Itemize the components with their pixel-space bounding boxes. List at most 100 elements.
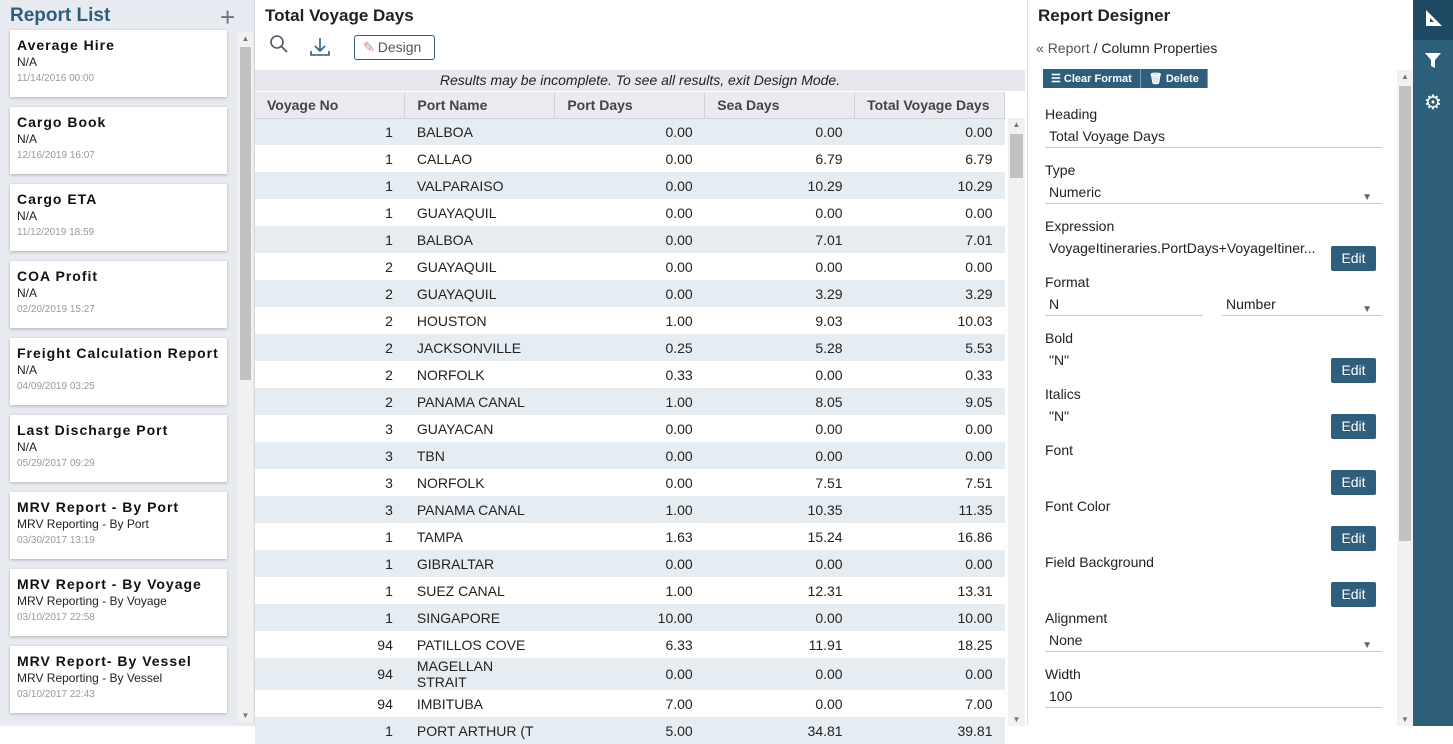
- table-row[interactable]: 2 PANAMA CANAL 1.00 8.05 9.05: [255, 388, 1005, 415]
- report-name: Last Discharge Port: [17, 422, 169, 438]
- column-header[interactable]: Sea Days: [704, 92, 856, 119]
- report-category: N/A: [17, 363, 38, 377]
- table-cell: 0.00: [965, 258, 993, 275]
- table-row[interactable]: 1 GIBRALTAR 0.00 0.00 0.00: [255, 550, 1005, 577]
- table-cell: 1: [255, 172, 405, 199]
- table-cell: 16.86: [957, 528, 993, 545]
- report-date: 12/16/2019 16:07: [17, 150, 95, 161]
- table-row[interactable]: 1 CALLAO 0.00 6.79 6.79: [255, 145, 1005, 172]
- report-list-scrollbar[interactable]: ▲ ▼: [238, 32, 253, 722]
- search-icon[interactable]: [269, 34, 289, 59]
- report-card[interactable]: Cargo ETA N/A 11/12/2019 18:59: [10, 184, 227, 251]
- delete-button[interactable]: 🗑 Delete: [1140, 69, 1208, 88]
- report-card[interactable]: Freight Calculation Report N/A 04/09/2019 …: [10, 338, 227, 405]
- table-cell: 11.91: [808, 636, 843, 653]
- column-header[interactable]: Port Name: [404, 92, 556, 119]
- table-cell: 9.03: [815, 312, 843, 329]
- report-card[interactable]: COA Profit N/A 02/20/2019 15:27: [10, 261, 227, 328]
- table-row[interactable]: 1 GUAYAQUIL 0.00 0.00 0.00: [255, 199, 1005, 226]
- table-cell: 6.33: [665, 636, 693, 653]
- bold-edit-button[interactable]: Edit: [1331, 358, 1376, 383]
- table-cell: 1: [385, 528, 393, 545]
- column-header[interactable]: Voyage No: [255, 92, 406, 119]
- add-report-icon[interactable]: +: [220, 2, 236, 32]
- report-card[interactable]: Cargo Book N/A 12/16/2019 16:07: [10, 107, 227, 174]
- table-scrollbar[interactable]: ▲ ▼: [1008, 118, 1025, 726]
- design-button[interactable]: ✎ Design: [354, 35, 435, 60]
- pencil-icon: ✎: [363, 39, 375, 55]
- table-cell: SUEZ CANAL: [416, 582, 505, 599]
- table-cell: TBN: [404, 442, 555, 469]
- font-color-edit-button[interactable]: Edit: [1331, 526, 1376, 551]
- expression-edit-button[interactable]: Edit: [1331, 246, 1376, 271]
- results-table: Voyage No Port Name Port Days Sea Days Total…: [255, 92, 1005, 744]
- report-card[interactable]: Last Discharge Port N/A 05/29/2017 09:29: [10, 415, 227, 482]
- table-row[interactable]: 1 BALBOA 0.00 7.01 7.01: [255, 226, 1005, 253]
- table-cell: 10.29: [704, 172, 855, 199]
- font-edit-button[interactable]: Edit: [1331, 470, 1376, 495]
- format-kind-select[interactable]: Number: [1222, 296, 1382, 316]
- table-cell: 39.81: [854, 717, 1005, 744]
- expression-value: VoyageItineraries.PortDays+VoyageItiner.…: [1049, 240, 1316, 256]
- table-cell: 1.63: [665, 528, 693, 545]
- table-row[interactable]: 2 JACKSONVILLE 0.25 5.28 5.53: [255, 334, 1005, 361]
- report-card[interactable]: MRV Report- By Vessel MRV Reporting - By …: [10, 646, 227, 713]
- table-cell: 0.00: [554, 442, 705, 469]
- width-input[interactable]: 100: [1045, 688, 1382, 708]
- format-input[interactable]: N: [1045, 296, 1203, 316]
- gear-icon[interactable]: ⚙: [1424, 92, 1442, 114]
- column-header[interactable]: Port Days: [554, 92, 706, 119]
- report-card[interactable]: MRV Report - By Voyage MRV Reporting - By…: [10, 569, 227, 636]
- table-cell: 0.00: [815, 420, 843, 437]
- alignment-select[interactable]: None: [1045, 632, 1382, 652]
- table-row[interactable]: 3 PANAMA CANAL 1.00 10.35 11.35: [255, 496, 1005, 523]
- table-row[interactable]: 1 SINGAPORE 10.00 0.00 10.00: [255, 604, 1005, 631]
- column-properties: Heading Total Voyage Days Type Numeric ▼ Ex…: [1045, 106, 1382, 722]
- table-row[interactable]: 1 PORT ARTHUR (T 5.00 34.81 39.81: [255, 717, 1005, 744]
- table-row[interactable]: 3 GUAYACAN 0.00 0.00 0.00: [255, 415, 1005, 442]
- table-cell: 3: [255, 442, 405, 469]
- report-card[interactable]: MRV Report - By Port MRV Reporting - By P…: [10, 492, 227, 559]
- download-icon[interactable]: [309, 36, 331, 63]
- table-cell: 7.51: [815, 474, 843, 491]
- table-cell: 0.00: [815, 695, 843, 712]
- breadcrumb-report-link[interactable]: Report: [1047, 40, 1090, 56]
- table-cell: 0.00: [665, 474, 693, 491]
- set-square-icon[interactable]: [1413, 0, 1453, 40]
- table-row[interactable]: 94 MAGELLAN STRAIT 0.00 0.00 0.00: [255, 658, 1005, 690]
- report-list-panel: Report List + Average Hire N/A 11/14/2016 …: [0, 0, 255, 726]
- table-row[interactable]: 2 GUAYAQUIL 0.00 3.29 3.29: [255, 280, 1005, 307]
- report-category: MRV Reporting - By Port: [17, 517, 149, 531]
- table-cell: JACKSONVILLE: [404, 334, 555, 361]
- type-select[interactable]: Numeric: [1045, 184, 1382, 204]
- table-cell: 0.00: [704, 550, 855, 577]
- table-row[interactable]: 1 VALPARAISO 0.00 10.29 10.29: [255, 172, 1005, 199]
- heading-input[interactable]: Total Voyage Days: [1045, 128, 1382, 148]
- table-row[interactable]: 2 HOUSTON 1.00 9.03 10.03: [255, 307, 1005, 334]
- filter-icon[interactable]: [1413, 42, 1453, 82]
- table-row[interactable]: 1 SUEZ CANAL 1.00 12.31 13.31: [255, 577, 1005, 604]
- table-row[interactable]: 2 NORFOLK 0.33 0.00 0.33: [255, 361, 1005, 388]
- table-cell: 0.00: [554, 226, 705, 253]
- table-row[interactable]: 94 IMBITUBA 7.00 0.00 7.00: [255, 690, 1005, 717]
- table-cell: 0.00: [704, 604, 855, 631]
- table-row[interactable]: 3 NORFOLK 0.00 7.51 7.51: [255, 469, 1005, 496]
- table-cell: 10.29: [854, 172, 1005, 199]
- chevron-down-icon: ▼: [1362, 192, 1372, 203]
- report-card[interactable]: Average Hire N/A 11/14/2016 00:00: [10, 30, 227, 97]
- column-header[interactable]: Total Voyage Days: [854, 92, 1005, 119]
- table-row[interactable]: 3 TBN 0.00 0.00 0.00: [255, 442, 1005, 469]
- italics-edit-button[interactable]: Edit: [1331, 414, 1376, 439]
- table-cell: GUAYAQUIL: [404, 280, 555, 307]
- designer-scrollbar[interactable]: ▲ ▼: [1397, 70, 1413, 726]
- report-name: Cargo ETA: [17, 191, 98, 207]
- report-name: Freight Calculation Report: [17, 345, 219, 361]
- back-chevron-icon[interactable]: «: [1036, 40, 1044, 56]
- table-row[interactable]: 94 PATILLOS COVE 6.33 11.91 18.25: [255, 631, 1005, 658]
- field-background-edit-button[interactable]: Edit: [1331, 582, 1376, 607]
- table-cell: 5.53: [854, 334, 1005, 361]
- clear-format-button[interactable]: ☰ Clear Format: [1043, 69, 1141, 88]
- table-row[interactable]: 2 GUAYAQUIL 0.00 0.00 0.00: [255, 253, 1005, 280]
- table-row[interactable]: 1 TAMPA 1.63 15.24 16.86: [255, 523, 1005, 550]
- table-row[interactable]: 1 BALBOA 0.00 0.00 0.00: [255, 118, 1005, 145]
